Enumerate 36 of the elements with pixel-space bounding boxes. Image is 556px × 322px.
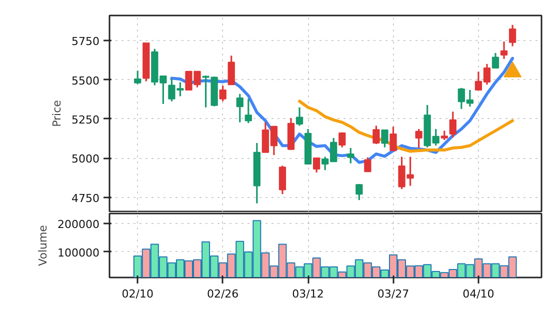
candlestick — [312, 157, 320, 174]
line-series — [298, 100, 514, 153]
candlestick — [492, 52, 500, 69]
x-tick-label: 02/10 — [122, 288, 154, 300]
x-tick-label: 04/10 — [462, 288, 494, 300]
x-tick-label: 02/26 — [206, 288, 239, 300]
candlestick — [219, 84, 226, 102]
y-tick-label: 200000 — [58, 218, 100, 231]
candlestick — [440, 130, 448, 141]
candlestick — [500, 40, 508, 60]
y-tick-label: 5750 — [72, 35, 100, 48]
candlestick — [228, 54, 235, 86]
y-axis-title: Price — [50, 100, 64, 127]
candlestick — [296, 106, 304, 127]
candlestick — [244, 98, 252, 124]
candlestick — [356, 183, 363, 201]
candlestick — [278, 164, 286, 195]
x-tick-label: 03/12 — [292, 288, 324, 300]
candlestick — [338, 132, 346, 148]
y-tick-label: 5250 — [72, 113, 100, 126]
candlestick — [372, 124, 380, 145]
candlestick — [390, 126, 397, 152]
candlestick — [449, 110, 456, 138]
candlestick — [347, 147, 354, 164]
y-tick-label: 4750 — [72, 192, 100, 205]
y-tick-label: 100000 — [58, 246, 100, 260]
candlestick — [134, 70, 142, 85]
y-tick-label: 5000 — [72, 152, 100, 166]
candlestick — [236, 93, 244, 124]
y-tick-label: 5500 — [72, 74, 100, 88]
x-tick-label: 03/27 — [377, 288, 410, 300]
candlestick — [508, 24, 516, 48]
candlestick — [364, 156, 372, 172]
y-axis-title: Volume — [36, 224, 50, 266]
candlestick — [381, 129, 388, 148]
candlestick — [415, 128, 422, 149]
